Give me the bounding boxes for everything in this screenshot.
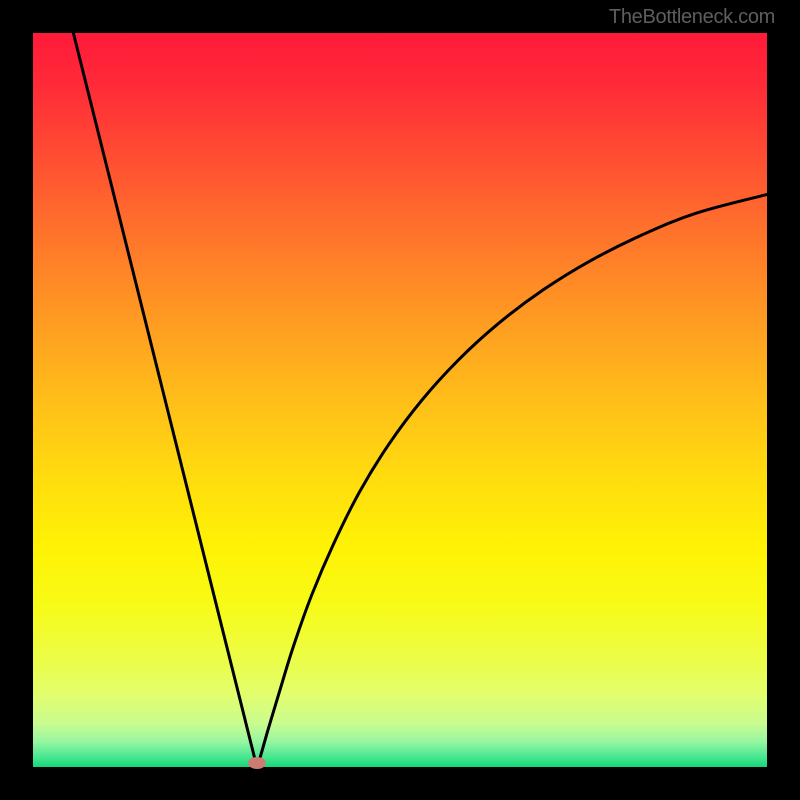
curve-layer (33, 33, 767, 767)
watermark-text: TheBottleneck.com (609, 6, 775, 29)
bottleneck-curve (73, 33, 767, 767)
plot-area (33, 33, 767, 767)
vertex-marker (248, 757, 266, 769)
outer-frame: TheBottleneck.com (0, 0, 800, 800)
